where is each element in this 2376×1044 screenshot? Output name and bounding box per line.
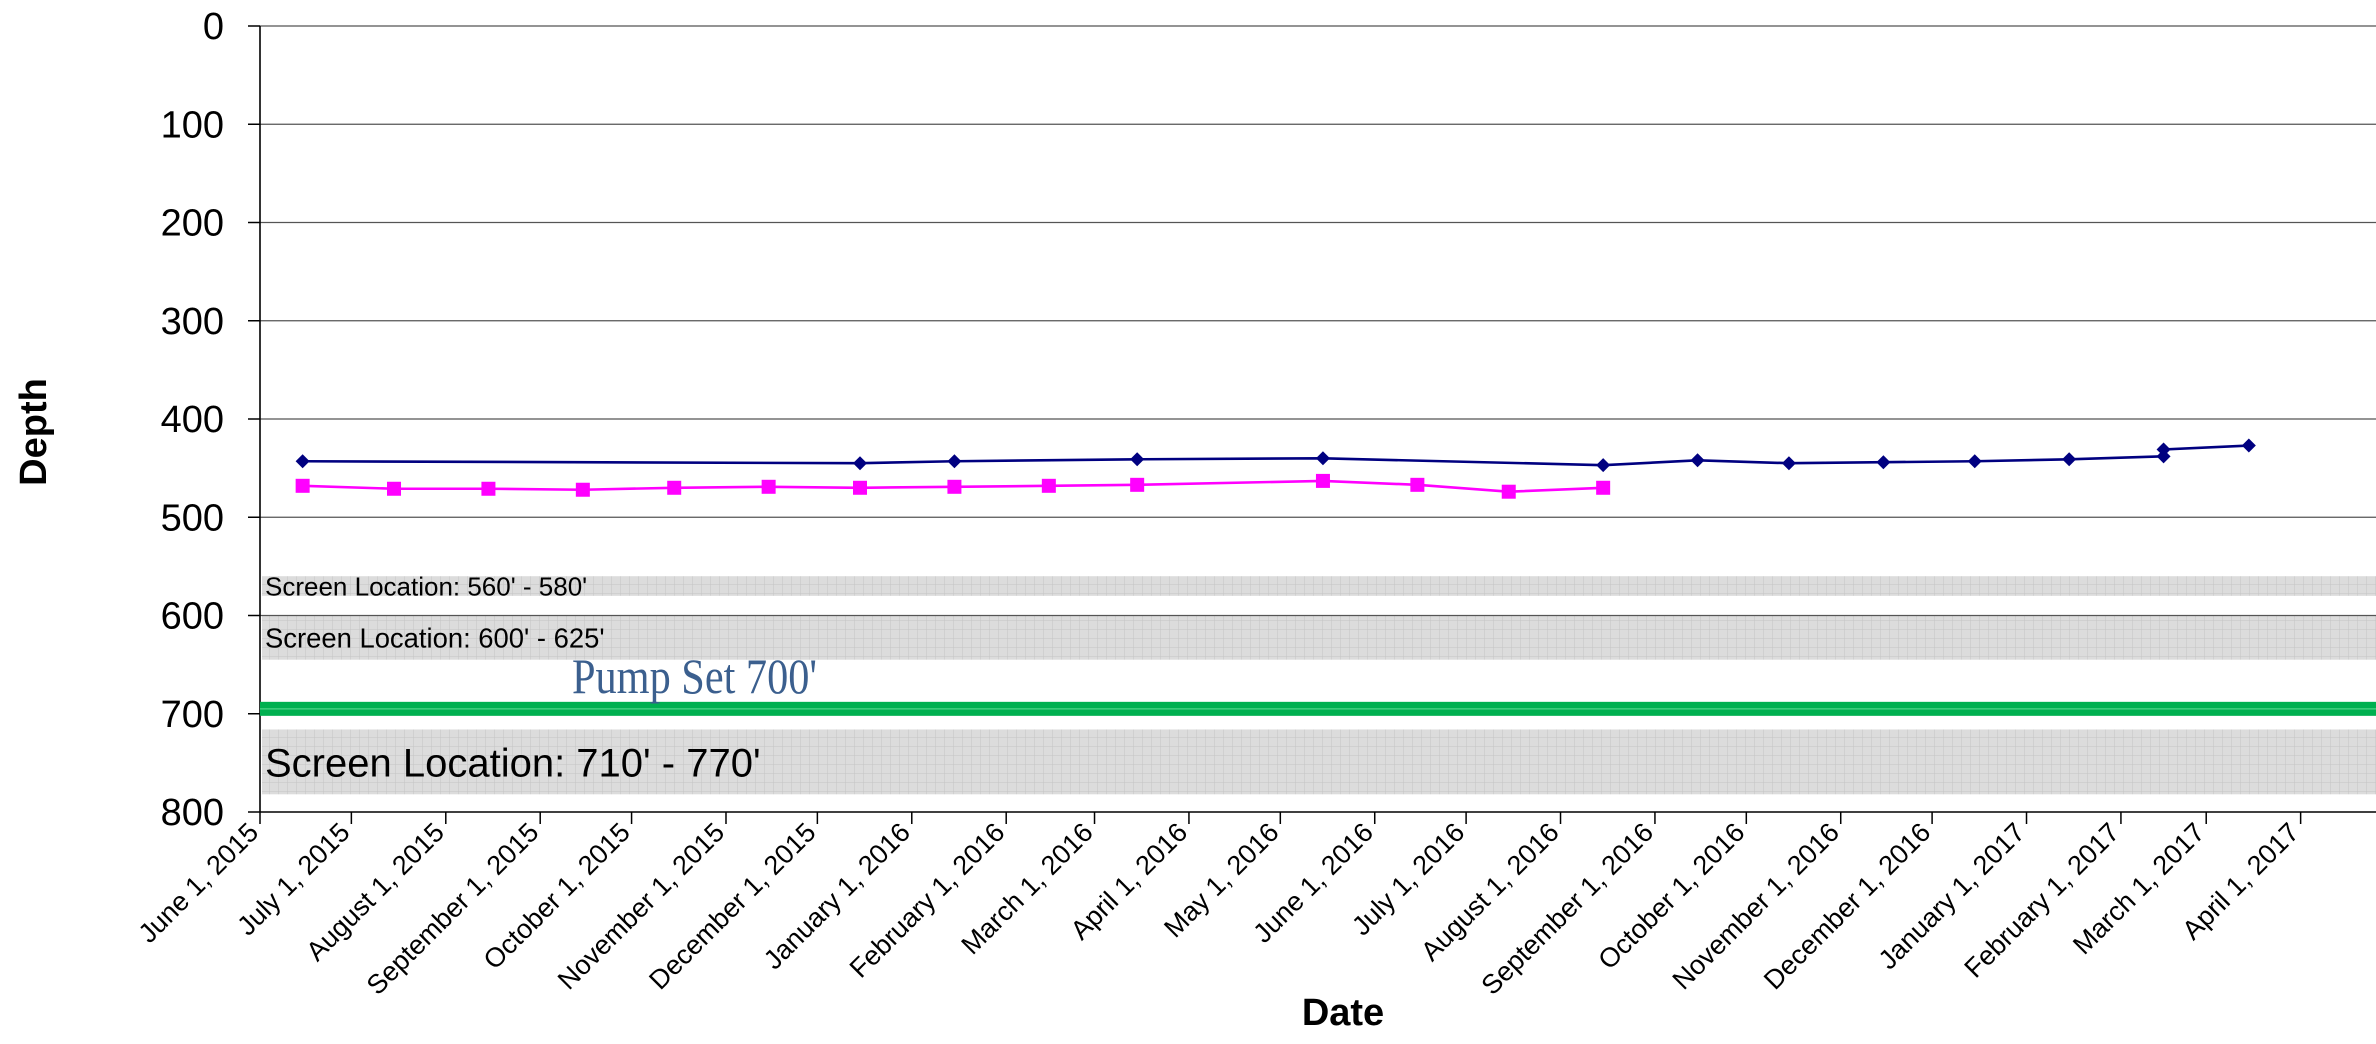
series-2-point: [947, 479, 962, 494]
series-2-point: [1130, 477, 1145, 492]
x-tick-label: December 1, 2016: [1758, 817, 1936, 995]
series-2-point: [1596, 480, 1611, 495]
y-tick-label: 800: [161, 792, 224, 834]
screen-band-label-3: Screen Location: 710' - 770': [265, 741, 761, 785]
y-tick-label: 500: [161, 497, 224, 539]
series-2-point: [575, 482, 590, 497]
series: [295, 438, 2256, 499]
x-axis-title: Date: [1302, 992, 1384, 1034]
series-2-point: [1501, 484, 1516, 499]
screen-location-bands: Screen Location: 560' - 580' Screen Locat…: [262, 571, 2376, 795]
y-tick-label: 300: [161, 301, 224, 343]
y-axis-title: Depth: [13, 378, 55, 486]
series-1-line: [302, 444, 2249, 467]
series-1-point: [853, 456, 868, 471]
series-2-point: [1315, 473, 1330, 488]
series-2-point: [481, 481, 496, 496]
x-tick-label: September 1, 2016: [1476, 817, 1660, 1001]
screen-band-3: [262, 729, 2376, 795]
series-2-line: [302, 479, 1604, 494]
pump-set-marker: Pump Set 700': [260, 648, 2376, 716]
series-1-point: [1130, 452, 1145, 467]
axes: [248, 25, 2376, 824]
x-tick-label: November 1, 2015: [552, 817, 730, 995]
series-1-point: [947, 454, 962, 469]
screen-band-label-1: Screen Location: 560' - 580': [265, 571, 587, 601]
x-tick-label: November 1, 2016: [1667, 817, 1845, 995]
y-tick-label: 0: [203, 6, 224, 48]
y-tick-label: 400: [161, 399, 224, 441]
series-1-point: [2062, 452, 2077, 467]
series-2-point: [761, 479, 776, 494]
y-tick-label: 200: [161, 203, 224, 245]
series-1-point: [1315, 451, 1330, 466]
series-2-point: [295, 478, 310, 493]
series-2-point: [853, 480, 868, 495]
y-tick-label: 100: [161, 104, 224, 146]
series-1-point: [1596, 458, 1611, 473]
y-tick-label: 700: [161, 694, 224, 736]
series-1-point: [2156, 442, 2171, 457]
series-1-point: [1876, 455, 1891, 470]
x-tick-label: September 1, 2015: [361, 817, 545, 1001]
series-2-point: [1410, 477, 1425, 492]
series-2-point: [1041, 478, 1056, 493]
series-1-point: [1781, 456, 1796, 471]
y-tick-label: 600: [161, 596, 224, 638]
pump-set-label: Pump Set 700': [572, 648, 817, 704]
series-1-point: [2241, 438, 2256, 453]
x-tick-label: December 1, 2015: [643, 817, 821, 995]
gridlines: [260, 25, 2376, 715]
y-tick-labels: 0 100 200 300 400 500 600 700 800: [161, 6, 224, 834]
screen-band-label-2: Screen Location: 600' - 625': [265, 622, 605, 653]
series-2-point: [387, 481, 402, 496]
series-1-point: [1690, 453, 1705, 468]
series-1-point: [1967, 454, 1982, 469]
screen-band-2: [262, 615, 2376, 660]
series-1-point: [295, 454, 310, 469]
series-2-point: [667, 480, 682, 495]
screen-band-1: [262, 576, 2376, 596]
